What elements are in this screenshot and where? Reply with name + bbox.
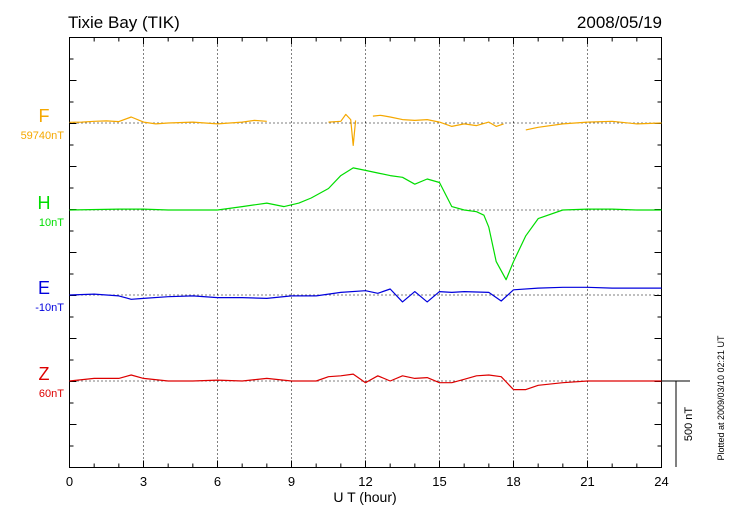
scale-bar: 500 nT xyxy=(662,380,695,467)
series-group xyxy=(69,113,662,391)
plotted-at-footer: Plotted at 2009/03/10 02:21 UT xyxy=(716,335,726,461)
series-baseline-label: -10nT xyxy=(35,302,64,314)
series-baseline-label: 60nT xyxy=(39,388,64,400)
x-tick-label: 9 xyxy=(288,474,295,489)
x-tick-label: 0 xyxy=(66,474,73,489)
x-axis-label: U T (hour) xyxy=(333,489,396,505)
x-tick-label: 21 xyxy=(580,474,594,489)
chart-title: Tixie Bay (TIK) xyxy=(68,13,180,32)
x-tick-label: 12 xyxy=(358,474,372,489)
x-tick-label: 18 xyxy=(506,474,520,489)
chart-date: 2008/05/19 xyxy=(577,13,662,32)
series-name-label: F xyxy=(39,106,50,126)
grid xyxy=(69,37,662,468)
series-line-f xyxy=(69,113,662,146)
series-line-h xyxy=(69,167,662,281)
series-name-label: E xyxy=(38,278,50,298)
series-baseline-label: 59740nT xyxy=(21,130,65,142)
series-baseline-label: 10nT xyxy=(39,217,64,229)
series-name-label: Z xyxy=(39,364,50,384)
series-line-z xyxy=(69,373,662,391)
x-tick-label: 3 xyxy=(140,474,147,489)
x-tick-labels: 0 3 6 9 12 15 18 21 24 xyxy=(66,474,669,489)
x-tick-label: 6 xyxy=(214,474,221,489)
x-tick-label: 15 xyxy=(432,474,446,489)
series-name-label: H xyxy=(38,193,51,213)
series-line-e xyxy=(69,286,662,303)
scale-bar-label: 500 nT xyxy=(683,407,695,442)
series-labels: F 59740nT H 10nT E -10nT Z 60nT xyxy=(21,106,65,400)
x-tick-label: 24 xyxy=(654,474,668,489)
